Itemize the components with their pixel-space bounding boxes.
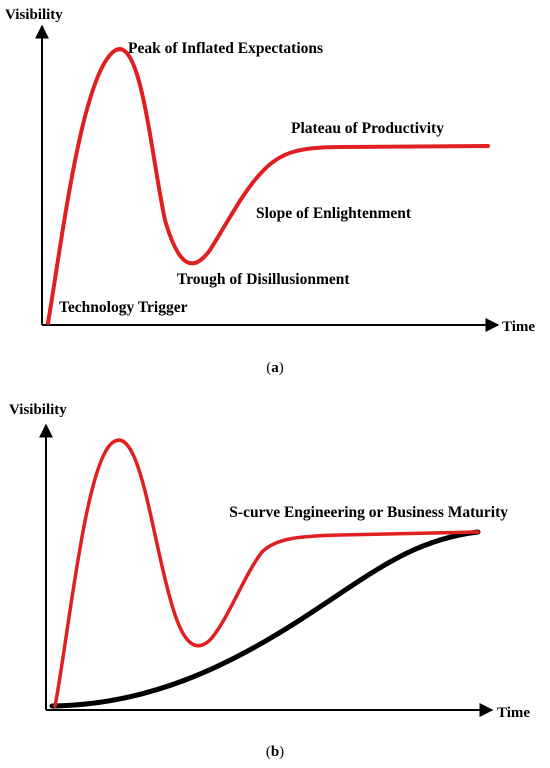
phase-label-plateau: Plateau of Productivity	[291, 120, 444, 137]
panel-b-s-curve	[49, 529, 481, 709]
panel-b-caption: (b)	[266, 744, 284, 760]
panel-b: Visibility Time S-curve Engineering or B…	[9, 402, 530, 760]
phase-label-technology-trigger: Technology Trigger	[59, 299, 188, 316]
panel-a: Visibility Time Technology Trigger Peak …	[5, 7, 535, 376]
panel-a-caption: (a)	[266, 360, 284, 376]
panel-b-hype-curve	[53, 438, 480, 708]
panel-b-y-axis-label: Visibility	[9, 402, 67, 418]
panel-b-x-axis-label: Time	[497, 705, 530, 721]
panel-a-x-axis-label: Time	[502, 319, 535, 335]
panel-a-y-axis-label: Visibility	[5, 7, 63, 23]
phase-label-trough: Trough of Disillusionment	[177, 271, 350, 288]
panel-a-hype-curve	[46, 47, 490, 325]
phase-label-slope: Slope of Enlightenment	[256, 205, 412, 222]
phase-label-peak: Peak of Inflated Expectations	[128, 40, 323, 57]
s-curve-label: S-curve Engineering or Business Maturity	[229, 504, 508, 521]
